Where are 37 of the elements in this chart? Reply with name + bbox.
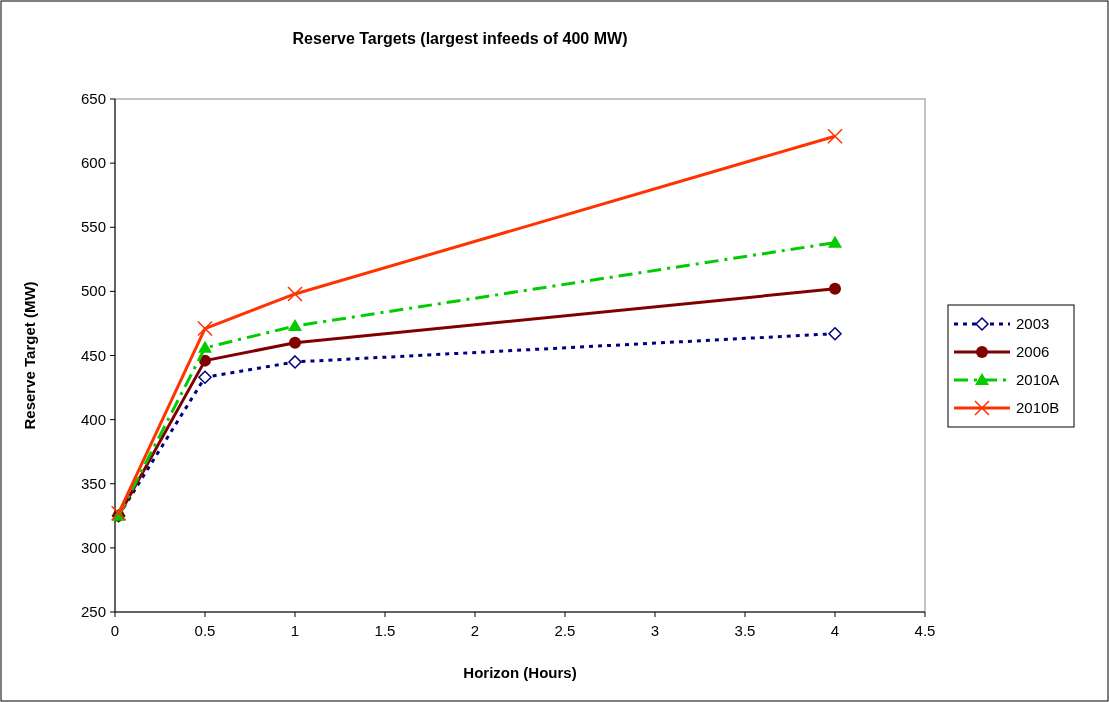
point: [198, 340, 212, 353]
x-tick-label: 2.5: [554, 622, 576, 639]
chart-title: Reserve Targets (largest infeeds of 400 MW): [292, 30, 628, 47]
y-tick-label: 350: [80, 474, 106, 492]
point: [828, 326, 842, 341]
x-tick-label: 3: [650, 622, 660, 639]
x-tick-label: 1: [290, 622, 300, 639]
x-tick-label: 0: [110, 622, 120, 639]
y-tick-label: 450: [80, 346, 106, 364]
point: [288, 319, 302, 331]
y-tick-label: 650: [80, 90, 106, 107]
point: [289, 336, 301, 349]
y-tick-label: 600: [80, 154, 106, 172]
x-tick-label: 4: [830, 622, 840, 639]
point: [828, 235, 842, 248]
y-axis-title: Reserve Target (MW): [21, 281, 38, 430]
y-tick-label: 550: [80, 218, 106, 236]
point: [288, 355, 302, 369]
point: [198, 370, 212, 385]
point: [829, 282, 841, 295]
point: [197, 320, 213, 337]
x-tick-label: 2: [470, 622, 480, 639]
x-tick-label: 4.5: [914, 622, 936, 639]
x-tick-label: 3.5: [734, 622, 756, 639]
y-tick-label: 300: [80, 538, 106, 556]
x-tick-label: 0.5: [194, 622, 216, 639]
x-tick-label: 1.5: [374, 622, 396, 639]
legend-label: 2003: [1016, 315, 1050, 332]
legend-label: 2010A: [1016, 371, 1060, 388]
y-tick-label: 500: [80, 282, 106, 300]
point: [287, 286, 303, 302]
legend-label: 2010B: [1016, 399, 1060, 416]
point: [827, 128, 843, 144]
y-tick-label: 400: [80, 410, 106, 428]
legend-label: 2006: [1016, 343, 1050, 360]
x-axis-title: Horizon (Hours): [463, 664, 577, 681]
y-tick-label: 250: [80, 603, 106, 620]
